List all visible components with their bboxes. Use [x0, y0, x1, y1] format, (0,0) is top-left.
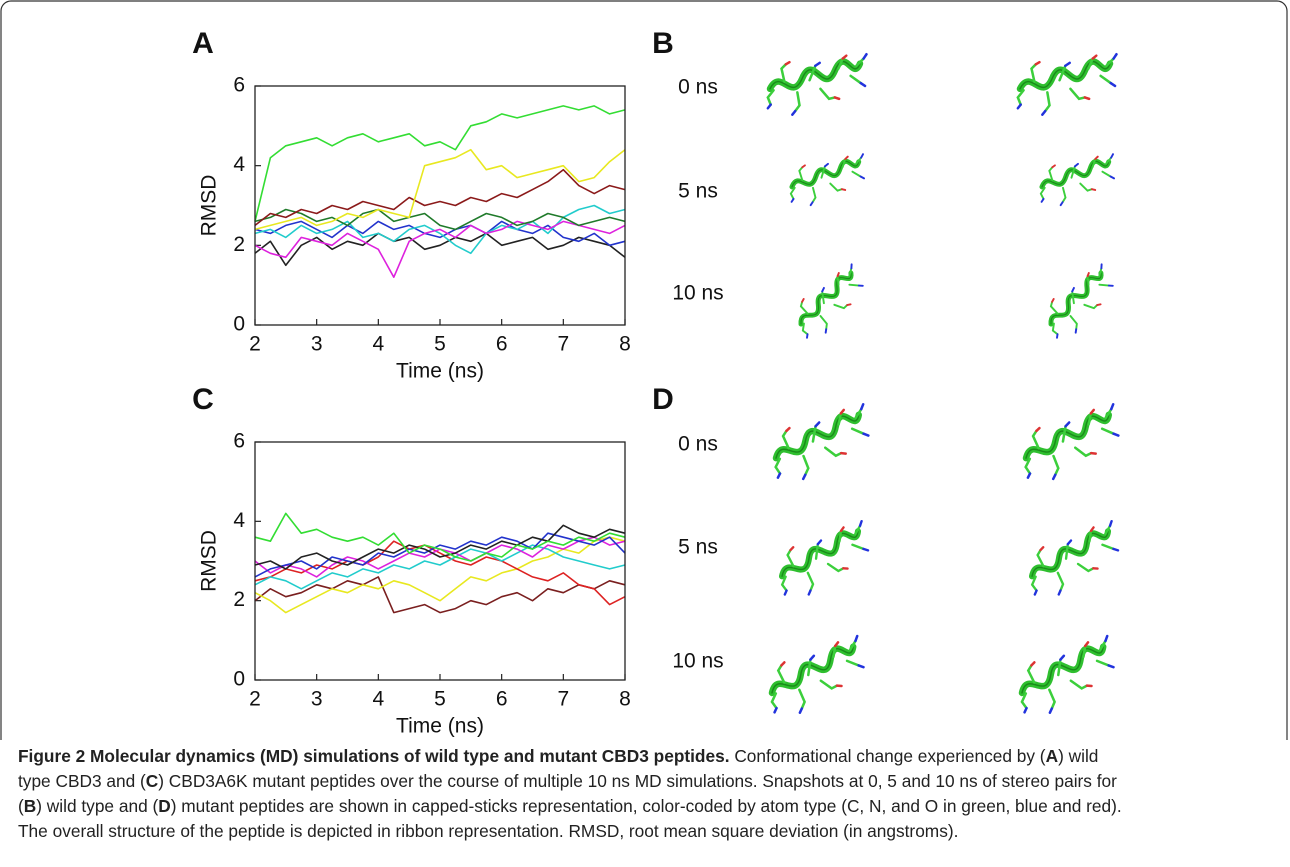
series-line — [254, 148, 626, 231]
time-label: 5 ns — [678, 180, 718, 203]
y-tick-label: 4 — [233, 509, 245, 532]
caption-text: ) mutant peptides are shown in capped-st… — [170, 796, 1122, 816]
series-line — [254, 232, 626, 267]
x-tick-label: 7 — [557, 333, 569, 356]
x-tick-label: 8 — [619, 688, 631, 711]
panel-label: A — [192, 27, 214, 60]
caption-text: Conformational change experienced by ( — [729, 746, 1046, 766]
series-line — [254, 532, 626, 578]
molecule-image — [1012, 636, 1122, 719]
molecule-image — [772, 521, 877, 600]
plot-frame — [254, 85, 626, 326]
y-tick-label: 6 — [233, 430, 245, 453]
series-line — [254, 220, 626, 247]
molecule-image — [1036, 264, 1124, 342]
series-line — [254, 220, 626, 278]
caption-line: The overall structure of the peptide is … — [18, 819, 1278, 844]
caption-line: (B) wild type and (D) mutant peptides ar… — [18, 794, 1278, 819]
x-axis-label: Time (ns) — [396, 360, 484, 383]
series-line — [254, 105, 626, 222]
x-tick-label: 2 — [249, 688, 261, 711]
x-tick-label: 8 — [619, 333, 631, 356]
molecule-image — [1038, 154, 1117, 207]
series-line — [254, 208, 626, 231]
time-label: 10 ns — [672, 282, 723, 305]
time-label: 10 ns — [672, 650, 723, 673]
y-tick-label: 6 — [233, 74, 245, 97]
caption-text: ( — [18, 796, 24, 816]
y-tick-label: 2 — [233, 233, 245, 256]
caption-text: ) wild type and ( — [36, 796, 159, 816]
caption: Figure 2 Molecular dynamics (MD) simulat… — [18, 744, 1278, 844]
molecule-image — [1018, 54, 1117, 114]
panel-label: B — [652, 27, 674, 60]
molecule-image — [788, 154, 867, 207]
x-tick-label: 6 — [496, 333, 508, 356]
x-tick-label: 7 — [557, 688, 569, 711]
plot-frame — [254, 441, 626, 681]
caption-line: Figure 2 Molecular dynamics (MD) simulat… — [18, 744, 1278, 769]
x-tick-label: 3 — [311, 688, 323, 711]
molecule-image — [1017, 404, 1126, 484]
caption-text: type CBD3 and ( — [18, 771, 146, 791]
x-tick-label: 4 — [372, 688, 384, 711]
figure-border — [0, 0, 1288, 740]
series-line — [254, 544, 626, 590]
caption-text: The overall structure of the peptide is … — [18, 821, 959, 841]
time-label: 5 ns — [678, 536, 718, 559]
molecule-image — [768, 54, 867, 114]
series-line — [254, 524, 626, 570]
molecule-image — [762, 636, 872, 719]
y-tick-label: 0 — [233, 668, 245, 691]
molecule-image — [767, 404, 876, 484]
caption-text: D — [158, 796, 171, 816]
x-axis-label: Time (ns) — [396, 715, 484, 738]
panel-label: C — [192, 383, 214, 416]
y-tick-label: 2 — [233, 588, 245, 611]
x-tick-label: 4 — [372, 333, 384, 356]
caption-text: C — [145, 771, 159, 791]
x-tick-label: 6 — [496, 688, 508, 711]
series-line — [254, 540, 626, 606]
time-label: 0 ns — [678, 433, 718, 456]
panel-label: D — [652, 383, 674, 416]
caption-text: A — [1045, 746, 1059, 766]
x-tick-label: 2 — [249, 333, 261, 356]
molecule-image — [786, 264, 874, 342]
caption-text: Figure 2 Molecular dynamics (MD) simulat… — [18, 746, 730, 766]
x-tick-label: 3 — [311, 333, 323, 356]
series-line — [254, 576, 626, 614]
x-tick-label: 5 — [434, 333, 446, 356]
caption-text: B — [23, 796, 37, 816]
caption-text: ) wild — [1058, 746, 1099, 766]
y-tick-label: 0 — [233, 313, 245, 336]
y-axis-label: RMSD — [198, 530, 221, 592]
time-label: 0 ns — [678, 76, 718, 99]
series-line — [254, 168, 626, 227]
series-line — [254, 512, 626, 562]
x-tick-label: 5 — [434, 688, 446, 711]
y-tick-label: 4 — [233, 153, 245, 176]
caption-line: type CBD3 and (C) CBD3A6K mutant peptide… — [18, 769, 1278, 794]
molecule-image — [1022, 521, 1127, 600]
y-axis-label: RMSD — [198, 175, 221, 237]
caption-text: ) CBD3A6K mutant peptides over the cours… — [158, 771, 1117, 791]
